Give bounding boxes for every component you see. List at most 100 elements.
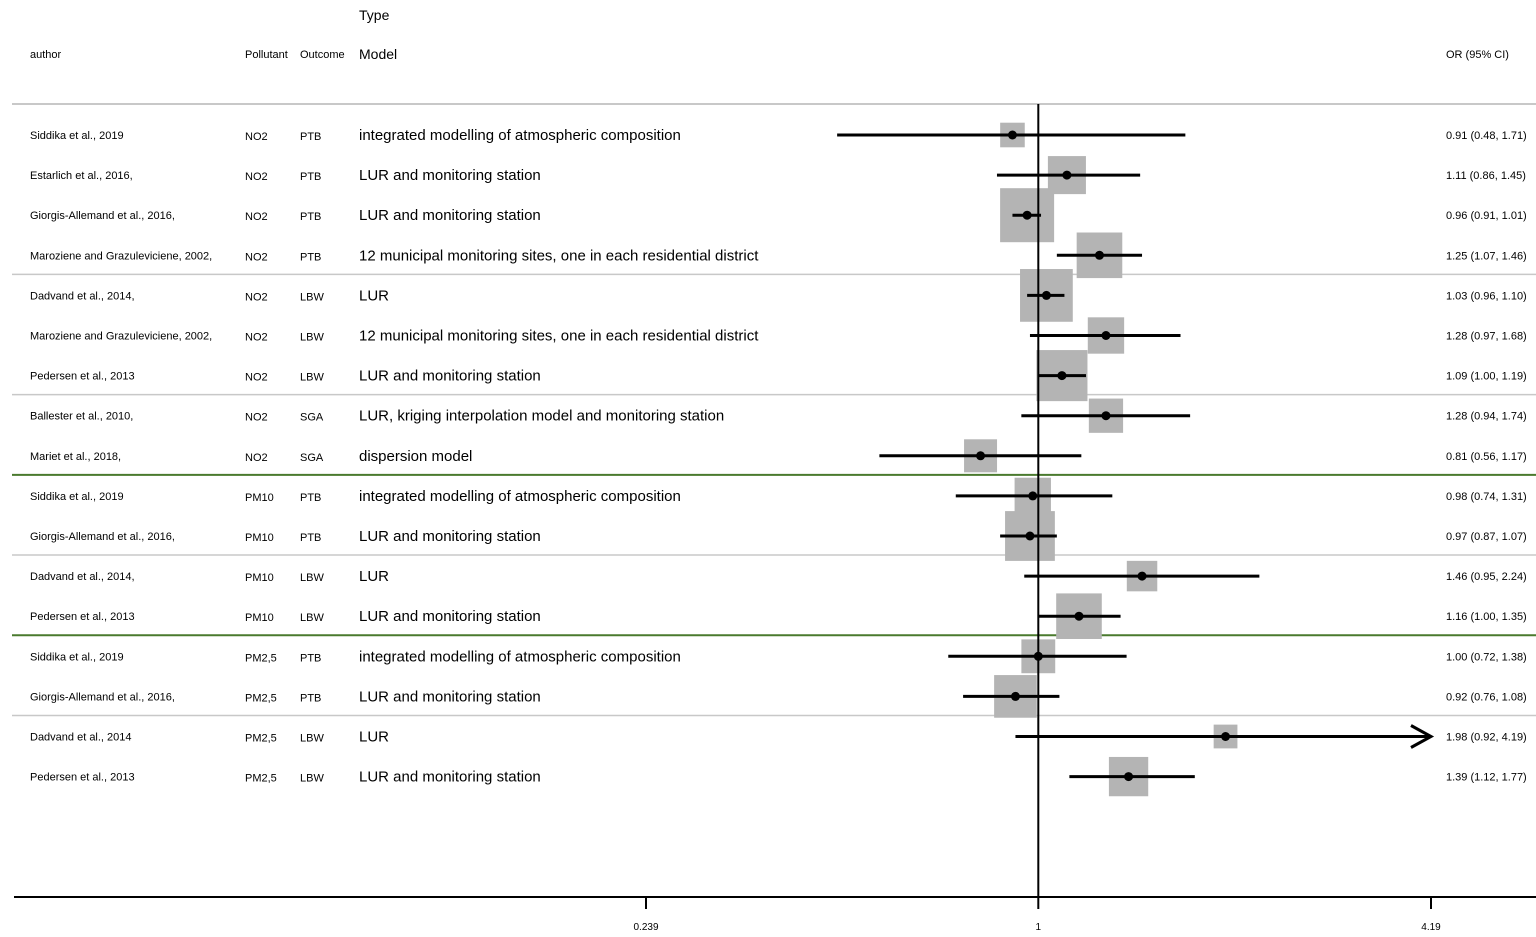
author-label: Pedersen et al., 2013	[30, 611, 135, 623]
study-row: Estarlich et al., 2016, NO2 PTB LUR and mon…	[30, 167, 1526, 184]
or-ci-label: 0.92 (0.76, 1.08)	[1446, 691, 1527, 703]
study-row: Siddika et al., 2019 NO2 PTB integrated mod…	[30, 127, 1527, 144]
x-tick-label: 0.239	[633, 922, 658, 933]
model-label: LUR	[359, 729, 389, 746]
study-row: Mariet et al., 2018, NO2 SGA dispersion mod…	[30, 448, 1527, 465]
model-label: LUR and monitoring station	[359, 608, 541, 625]
or-ci-label: 1.46 (0.95, 2.24)	[1446, 571, 1527, 583]
group-separators	[12, 273, 1536, 717]
outcome-label: PTB	[300, 251, 321, 263]
author-label: Maroziene and Grazuleviciene, 2002,	[30, 250, 212, 262]
effect-mark	[1015, 724, 1435, 749]
author-label: Pedersen et al., 2013	[30, 772, 135, 784]
pollutant-label: PM10	[245, 612, 274, 624]
pollutant-label: NO2	[245, 412, 268, 424]
effect-mark	[1021, 398, 1191, 433]
or-ci-label: 1.16 (1.00, 1.35)	[1446, 611, 1527, 623]
header-outcome: Outcome	[300, 49, 345, 61]
author-label: Pedersen et al., 2013	[30, 371, 135, 383]
model-label: LUR and monitoring station	[359, 528, 541, 545]
pollutant-label: PM2,5	[245, 652, 277, 664]
or-ci-label: 1.28 (0.97, 1.68)	[1446, 331, 1527, 343]
point-estimate	[1025, 531, 1035, 541]
effect-mark	[879, 439, 1082, 473]
header-pollutant: Pollutant	[245, 49, 288, 61]
outcome-label: SGA	[300, 412, 324, 424]
point-estimate	[1094, 250, 1104, 260]
point-estimate	[1062, 170, 1072, 180]
study-row: Dadvand et al., 2014, PM10 LBW LUR 1.46 (0.9…	[30, 568, 1527, 585]
effect-mark	[1056, 232, 1143, 279]
model-label: 12 municipal monitoring sites, one in ea…	[359, 328, 759, 345]
author-label: Dadvand et al., 2014,	[30, 290, 135, 302]
point-estimate	[1101, 411, 1111, 421]
outcome-label: LBW	[300, 773, 324, 785]
or-ci-label: 1.39 (1.12, 1.77)	[1446, 772, 1527, 784]
study-row: Pedersen et al., 2013 PM2,5 LBW LUR and mon…	[30, 769, 1527, 786]
header-or-ci: OR (95% CI)	[1446, 49, 1509, 61]
model-label: LUR and monitoring station	[359, 167, 541, 184]
author-label: Giorgis-Allemand et al., 2016,	[30, 531, 175, 543]
point-estimate	[1101, 331, 1111, 340]
model-label: LUR, kriging interpolation model and mon…	[359, 408, 724, 425]
model-label: integrated modelling of atmospheric comp…	[359, 488, 681, 505]
point-estimate	[1124, 772, 1134, 782]
x-tick-label: 4.19	[1421, 922, 1441, 933]
or-ci-label: 0.81 (0.56, 1.17)	[1446, 451, 1527, 463]
or-ci-label: 1.25 (1.07, 1.46)	[1446, 250, 1527, 262]
model-label: integrated modelling of atmospheric comp…	[359, 648, 681, 665]
pollutant-label: NO2	[245, 171, 268, 183]
pollutant-label: NO2	[245, 211, 268, 223]
model-label: integrated modelling of atmospheric comp…	[359, 127, 681, 144]
outcome-label: PTB	[300, 131, 321, 143]
outcome-label: PTB	[300, 532, 321, 544]
or-ci-label: 1.00 (0.72, 1.38)	[1446, 651, 1527, 663]
point-estimate	[1074, 611, 1084, 621]
effect-mark	[996, 156, 1141, 195]
header-author: author	[30, 49, 62, 61]
effect-mark	[1000, 188, 1055, 243]
study-row: Ballester et al., 2010, NO2 SGA LUR, krigin…	[30, 408, 1527, 425]
or-ci-label: 0.97 (0.87, 1.07)	[1446, 531, 1527, 543]
effect-marks	[837, 122, 1435, 797]
model-label: LUR and monitoring station	[359, 207, 541, 224]
effect-mark	[837, 122, 1186, 148]
point-estimate	[1057, 371, 1067, 381]
author-label: Siddika et al., 2019	[30, 491, 124, 503]
author-label: Estarlich et al., 2016,	[30, 170, 133, 182]
study-rows: Siddika et al., 2019 NO2 PTB integrated mod…	[30, 127, 1527, 786]
study-row: Maroziene and Grazuleviciene, 2002, NO2 PT…	[30, 247, 1527, 264]
model-label: LUR and monitoring station	[359, 769, 541, 786]
pollutant-label: PM10	[245, 492, 274, 504]
model-label: 12 municipal monitoring sites, one in ea…	[359, 247, 759, 264]
author-label: Dadvand et al., 2014,	[30, 571, 135, 583]
point-estimate	[1010, 691, 1020, 701]
outcome-label: PTB	[300, 211, 321, 223]
ci-arrow	[1410, 724, 1435, 749]
effect-mark	[1000, 511, 1057, 561]
or-ci-label: 0.98 (0.74, 1.31)	[1446, 491, 1527, 503]
effect-mark	[1036, 350, 1088, 402]
author-label: Dadvand et al., 2014	[30, 732, 132, 744]
study-row: Maroziene and Grazuleviciene, 2002, NO2 LB…	[30, 328, 1527, 345]
outcome-label: LBW	[300, 572, 324, 584]
or-ci-label: 1.98 (0.92, 4.19)	[1446, 732, 1527, 744]
author-label: Mariet et al., 2018,	[30, 451, 121, 463]
pollutant-label: NO2	[245, 291, 268, 303]
or-ci-label: 1.11 (0.86, 1.45)	[1446, 170, 1526, 182]
x-tick-label: 1	[1036, 922, 1042, 933]
study-row: Dadvand et al., 2014 PM2,5 LBW LUR 1.98 (0.9…	[30, 729, 1527, 746]
outcome-label: LBW	[300, 332, 324, 344]
or-ci-label: 0.91 (0.48, 1.71)	[1446, 130, 1527, 142]
model-label: LUR	[359, 568, 389, 585]
effect-mark	[955, 477, 1113, 515]
outcome-label: PTB	[300, 492, 321, 504]
header-type: Type	[359, 7, 390, 23]
effect-mark	[1029, 317, 1181, 354]
pollutant-label: PM2,5	[245, 733, 277, 745]
pollutant-label: PM10	[245, 572, 274, 584]
point-estimate	[1028, 491, 1038, 501]
outcome-label: PTB	[300, 692, 321, 704]
author-label: Maroziene and Grazuleviciene, 2002,	[30, 331, 212, 343]
